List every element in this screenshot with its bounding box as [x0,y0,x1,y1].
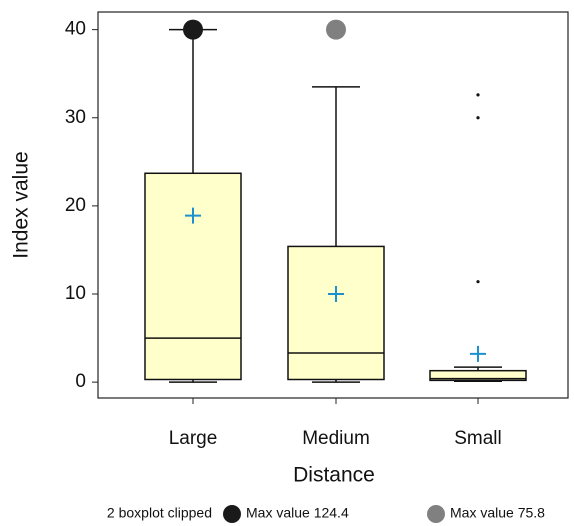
legend-dot [223,505,241,523]
outlier [476,93,480,97]
y-tick-label: 10 [65,283,86,304]
box [287,245,385,381]
mean-marker [328,286,344,303]
outlier [476,116,480,120]
clipped-marker [183,19,203,40]
mean-marker [470,345,486,362]
mean-marker [185,207,201,224]
y-tick-label: 20 [65,195,86,216]
outlier [476,280,480,284]
x-axis-title: Distance [293,464,375,487]
y-tick-label: 0 [75,371,86,392]
x-tick-label: Medium [302,428,370,449]
x-tick-label: Large [169,428,218,449]
y-tick-label: 40 [65,19,86,40]
clipped-note: 2 boxplot clipped [107,505,212,521]
box [144,172,242,381]
box [429,369,527,382]
clipped-marker [326,19,346,40]
legend-label: Max value 124.4 [246,505,349,521]
legend-dot [427,505,445,523]
plot-frame [97,11,569,399]
y-axis-title: Index value [10,151,33,258]
legend-label: Max value 75.8 [450,505,545,521]
x-tick-label: Small [454,428,502,449]
y-tick-label: 30 [65,107,86,128]
